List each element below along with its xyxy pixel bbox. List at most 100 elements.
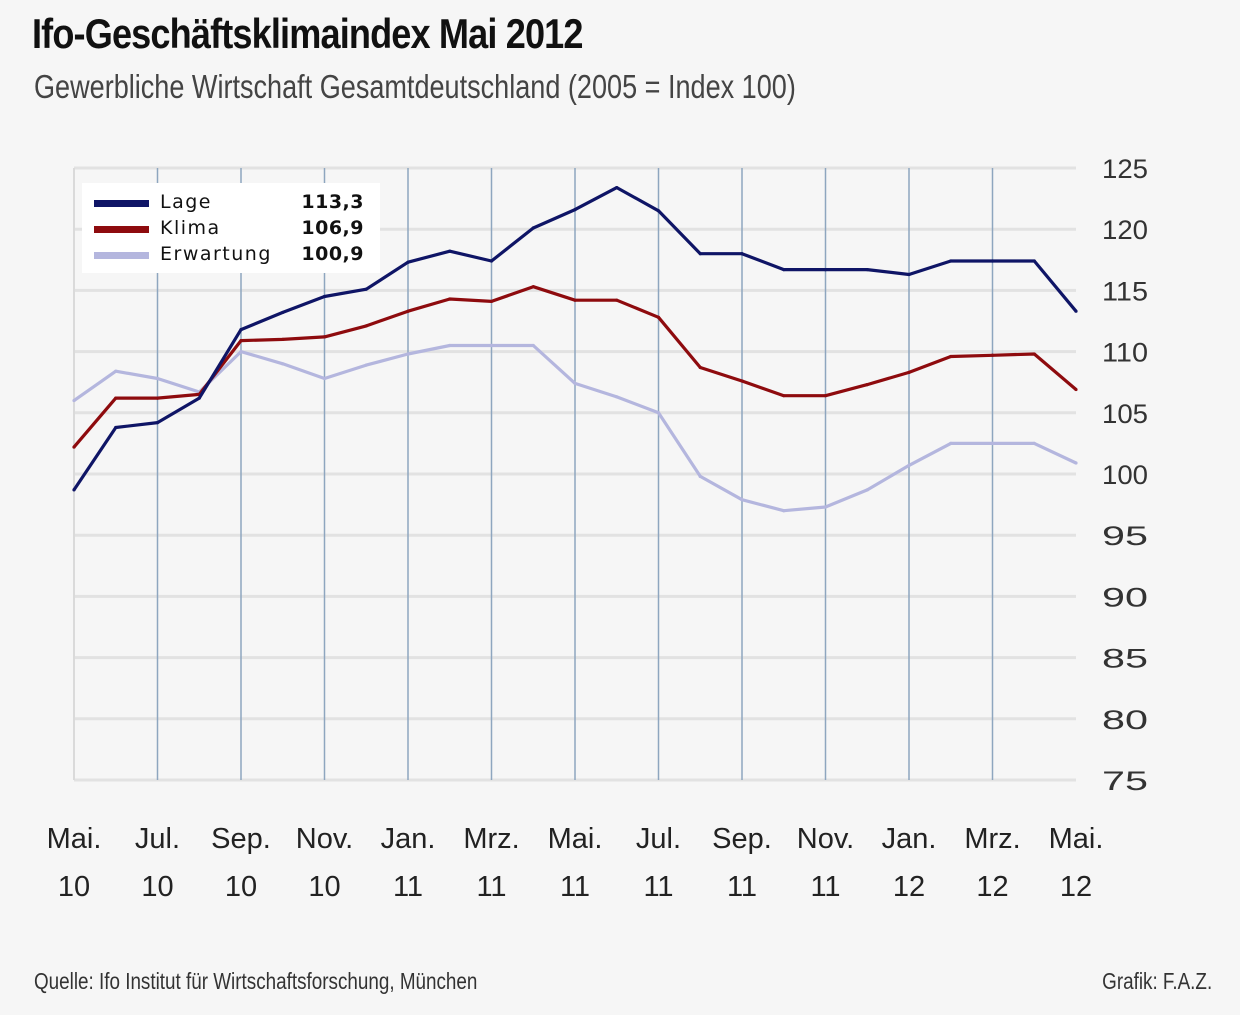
legend-value: 113,3 (301, 191, 364, 213)
data-point-klima (907, 370, 911, 375)
data-point-klima (531, 285, 535, 289)
data-point-klima (1074, 387, 1078, 392)
data-point-lage (573, 208, 577, 212)
x-tick-month: Nov. (296, 823, 353, 855)
x-tick-month: Jul. (135, 823, 180, 855)
legend-item-lage: Lage 113,3 (94, 191, 374, 215)
data-point-klima (155, 396, 160, 400)
data-point-klima (990, 353, 995, 357)
data-point-lage (698, 252, 702, 256)
data-point-klima (72, 445, 76, 449)
x-tick-month: Sep. (712, 823, 772, 855)
data-point-lage (72, 488, 76, 492)
y-tick-label: 95 (1102, 521, 1148, 551)
data-point-klima (865, 383, 869, 387)
data-point-klima (489, 299, 494, 304)
x-tick-year: 10 (308, 871, 340, 903)
x-tick-year: 12 (893, 871, 925, 903)
y-tick-label: 85 (1102, 644, 1148, 674)
graphic-credit: Grafik: F.A.Z. (1101, 968, 1212, 994)
y-tick-label: 115 (1102, 276, 1148, 306)
data-point-klima (573, 298, 577, 302)
x-tick-month: Mai. (548, 823, 603, 855)
data-point-erwartung (322, 376, 327, 381)
data-point-erwartung (448, 343, 452, 348)
legend-item-klima: Klima 106,9 (94, 217, 374, 241)
legend-label: Klima (160, 217, 221, 239)
data-point-klima (239, 338, 243, 343)
x-tick-month: Jan. (882, 823, 937, 855)
y-tick-label: 100 (1102, 460, 1148, 490)
data-point-lage (364, 287, 368, 291)
data-point-erwartung (740, 498, 744, 502)
data-point-lage (865, 267, 869, 272)
data-point-klima (114, 396, 118, 400)
legend-swatch-lage (94, 200, 149, 207)
data-point-erwartung (531, 343, 535, 348)
data-point-lage (740, 252, 744, 256)
data-point-erwartung (281, 362, 285, 366)
data-point-lage (281, 310, 285, 315)
legend-value: 100,9 (301, 243, 364, 265)
data-point-erwartung (114, 369, 118, 373)
data-point-lage (823, 267, 828, 272)
x-tick-year: 11 (560, 871, 590, 903)
data-point-lage (239, 327, 243, 332)
data-point-klima (364, 324, 368, 328)
y-tick-label: 75 (1102, 766, 1148, 796)
chart-title: Ifo-Geschäftsklimaindex Mai 2012 (32, 10, 584, 57)
data-point-klima (406, 309, 410, 313)
x-tick-year: 12 (976, 871, 1008, 903)
x-tick-month: Sep. (211, 823, 271, 855)
data-point-erwartung (865, 488, 869, 492)
source-note: Quelle: Ifo Institut für Wirtschaftsfors… (34, 968, 478, 994)
x-tick-month: Mai. (47, 823, 102, 855)
x-tick-month: Mai. (1049, 823, 1104, 855)
data-point-klima (698, 365, 702, 370)
data-point-erwartung (949, 441, 953, 445)
data-point-lage (949, 259, 953, 263)
data-point-lage (197, 396, 201, 400)
data-point-klima (448, 297, 452, 301)
y-tick-label: 105 (1102, 399, 1148, 429)
legend-label: Erwartung (160, 243, 272, 265)
data-point-lage (907, 272, 911, 277)
legend: Lage 113,3 Klima 106,9 Erwartung 100,9 (82, 183, 380, 273)
data-point-erwartung (1032, 441, 1036, 445)
data-point-lage (782, 267, 786, 272)
legend-item-erwartung: Erwartung 100,9 (94, 243, 374, 267)
data-point-erwartung (489, 343, 494, 348)
data-point-lage (990, 259, 995, 263)
data-point-erwartung (990, 441, 995, 445)
chart-subtitle: Gewerbliche Wirtschaft Gesamtdeutschland… (34, 68, 796, 105)
y-tick-label: 80 (1102, 705, 1148, 735)
y-tick-label: 90 (1102, 582, 1148, 612)
y-tick-label: 110 (1102, 338, 1148, 368)
legend-label: Lage (160, 191, 212, 213)
x-tick-year: 10 (225, 871, 257, 903)
data-point-klima (615, 298, 619, 302)
data-point-klima (281, 337, 285, 341)
data-point-lage (489, 259, 494, 263)
y-tick-label: 120 (1102, 215, 1148, 245)
data-point-erwartung (907, 463, 911, 468)
data-point-erwartung (155, 376, 160, 381)
x-tick-year: 12 (1060, 871, 1092, 903)
x-tick-year: 11 (393, 871, 423, 903)
x-tick-month: Jul. (636, 823, 681, 855)
data-point-lage (322, 294, 327, 299)
data-point-lage (406, 260, 410, 264)
data-point-erwartung (698, 474, 702, 479)
x-tick-year: 11 (643, 871, 673, 903)
data-point-klima (949, 354, 953, 359)
data-point-lage (656, 209, 661, 213)
x-tick-month: Mrz. (463, 823, 519, 855)
data-point-erwartung (615, 395, 619, 399)
x-tick-month: Jan. (381, 823, 436, 855)
data-point-erwartung (364, 363, 368, 367)
data-point-klima (823, 394, 828, 398)
data-point-klima (322, 335, 327, 339)
data-point-klima (656, 315, 661, 319)
